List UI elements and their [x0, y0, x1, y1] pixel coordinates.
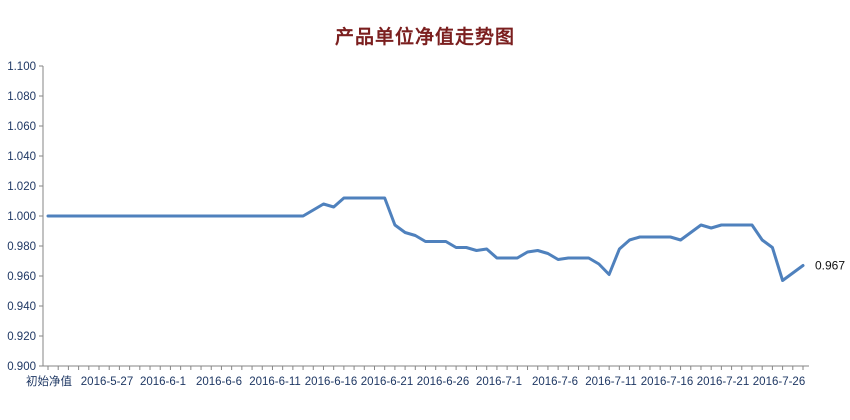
- x-tick-label: 2016-7-26: [753, 376, 805, 388]
- chart-title: 产品单位净值走势图: [334, 26, 515, 48]
- x-tick-label: 2016-7-1: [476, 376, 522, 388]
- x-tick-label: 2016-5-27: [81, 376, 133, 388]
- x-tick-label: 2016-6-11: [249, 376, 301, 388]
- y-tick-label: 1.000: [7, 211, 36, 223]
- x-axis-ticks: 初始净值 2016-5-27 2016-6-1 2016-6-6 2016-6-11 20…: [26, 366, 805, 388]
- y-tick-label: 0.980: [7, 241, 36, 253]
- x-tick-label: 2016-6-21: [361, 376, 413, 388]
- y-tick-label: 0.960: [7, 271, 36, 283]
- y-tick-label: 1.100: [7, 61, 36, 73]
- end-value-label: 0.967: [815, 259, 845, 273]
- x-tick-label: 2016-6-1: [140, 376, 186, 388]
- y-axis-ticks: 0.900 0.920 0.940 0.960 0.980 1.000 1.020 1.040…: [7, 61, 43, 373]
- x-tick-label: 2016-6-16: [305, 376, 357, 388]
- y-tick-label: 1.020: [7, 181, 36, 193]
- x-tick-label: 2016-7-6: [532, 376, 578, 388]
- y-tick-label: 0.920: [7, 331, 36, 343]
- y-tick-label: 1.040: [7, 151, 36, 163]
- x-tick-label: 2016-7-11: [585, 376, 637, 388]
- x-tick-label: 2016-7-16: [641, 376, 693, 388]
- series-line-nav: [46, 196, 805, 282]
- x-tick-label: 2016-6-6: [196, 376, 242, 388]
- y-tick-label: 1.060: [7, 121, 36, 133]
- x-tick-label: 2016-6-26: [417, 376, 469, 388]
- y-tick-label: 0.900: [7, 361, 36, 373]
- x-tick-label: 2016-7-21: [697, 376, 749, 388]
- y-tick-label: 0.940: [7, 301, 36, 313]
- y-tick-label: 1.080: [7, 91, 36, 103]
- x-tick-label: 初始净值: [26, 374, 72, 388]
